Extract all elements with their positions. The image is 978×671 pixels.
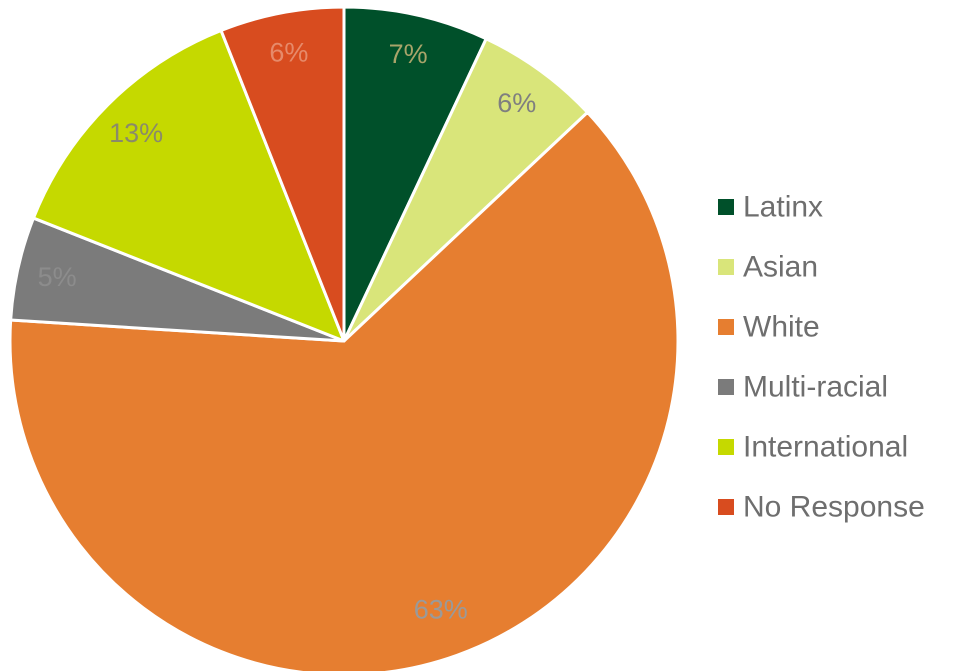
legend: Latinx Asian White Multi-racial Internationa…: [718, 191, 925, 524]
legend-swatch-no-response: [718, 499, 734, 515]
legend-item-asian: Asian: [718, 251, 818, 284]
legend-swatch-asian: [718, 259, 734, 275]
pie-slice-labels: 7% 6% 63% 5% 13% 6%: [38, 37, 537, 624]
legend-swatch-white: [718, 319, 734, 335]
legend-item-no-response: No Response: [718, 491, 925, 524]
legend-label-no-response: No Response: [743, 491, 925, 524]
pie-slice-no-response: [219, 5, 346, 343]
legend-swatch-international: [718, 439, 734, 455]
slice-label-asian: 6%: [497, 88, 536, 118]
slice-label-multi-racial: 5%: [38, 262, 77, 292]
pie-slice-white: [8, 110, 680, 671]
legend-label-latinx: Latinx: [743, 191, 823, 224]
legend-item-latinx: Latinx: [718, 191, 823, 224]
slice-label-latinx: 7%: [389, 39, 428, 69]
legend-label-international: International: [743, 431, 908, 464]
pie-slice-asian: [342, 37, 589, 343]
legend-item-multi-racial: Multi-racial: [718, 371, 888, 404]
pie-slices: [8, 5, 680, 671]
slice-label-no-response: 6%: [269, 37, 308, 67]
pie-slice-latinx: [342, 5, 488, 343]
legend-item-international: International: [718, 431, 908, 464]
legend-swatch-multi-racial: [718, 379, 734, 395]
legend-label-multi-racial: Multi-racial: [743, 371, 888, 404]
slice-label-international: 13%: [109, 118, 163, 148]
legend-label-white: White: [743, 311, 820, 344]
legend-label-asian: Asian: [743, 251, 818, 284]
slice-label-white: 63%: [414, 595, 468, 625]
legend-item-white: White: [718, 311, 820, 344]
legend-swatch-latinx: [718, 199, 734, 215]
pie-slice-international: [31, 28, 346, 343]
